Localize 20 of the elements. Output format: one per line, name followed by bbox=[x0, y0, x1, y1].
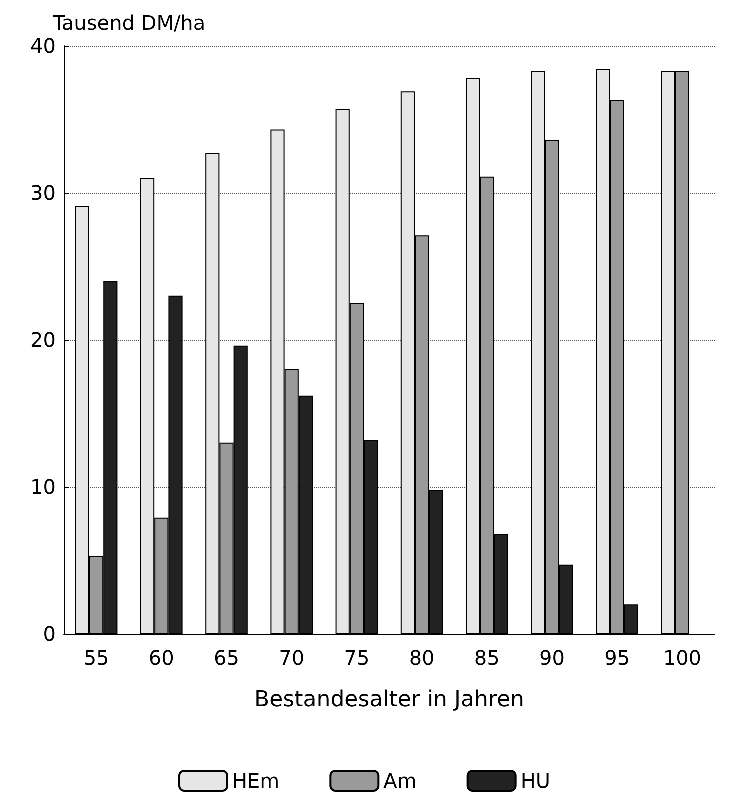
y-axis-title: Tausend DM/ha bbox=[52, 11, 206, 35]
y-tick-label: 10 bbox=[30, 475, 56, 499]
legend-label: HEm bbox=[232, 769, 280, 793]
x-tick-label: 80 bbox=[409, 646, 435, 670]
x-tick-label: 60 bbox=[148, 646, 174, 670]
y-tick-label: 20 bbox=[30, 328, 56, 352]
x-tick-label: 75 bbox=[344, 646, 370, 670]
legend-label: HU bbox=[520, 769, 551, 793]
legend-label: Am bbox=[384, 769, 417, 793]
x-tick-label: 55 bbox=[84, 646, 110, 670]
x-tick-label: 95 bbox=[604, 646, 630, 670]
x-tick-label: 70 bbox=[279, 646, 305, 670]
y-tick-label: 30 bbox=[30, 181, 56, 205]
x-tick-label: 90 bbox=[540, 646, 565, 670]
x-axis-title: Bestandesalter in Jahren bbox=[254, 688, 524, 712]
x-tick-label: 85 bbox=[474, 646, 500, 670]
x-tick-label: 65 bbox=[214, 646, 240, 670]
x-tick-label: 100 bbox=[663, 646, 702, 670]
y-tick-label: 0 bbox=[43, 622, 56, 646]
y-tick-label: 40 bbox=[30, 34, 56, 58]
